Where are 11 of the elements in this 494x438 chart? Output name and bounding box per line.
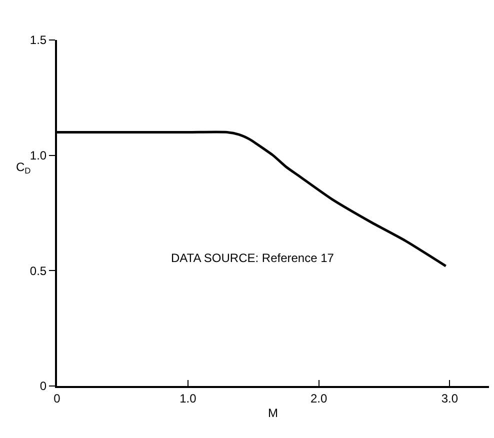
x-tick-label: 2.0 [310,391,328,406]
y-tick-label: 0 [40,379,47,394]
y-tick-label: 1.0 [30,148,47,163]
x-tick-label: 3.0 [441,391,458,406]
y-tick-label: 1.5 [30,33,47,48]
y-axis-title: C$_{D}$ [16,160,31,176]
x-tick-label: 1.0 [180,391,197,406]
x-tick-label: 0 [54,391,61,406]
x-axis-title: M [268,406,278,420]
annotation: DATA SOURCE: Reference 17 [171,251,334,265]
y-tick-label: 0.5 [30,264,47,278]
